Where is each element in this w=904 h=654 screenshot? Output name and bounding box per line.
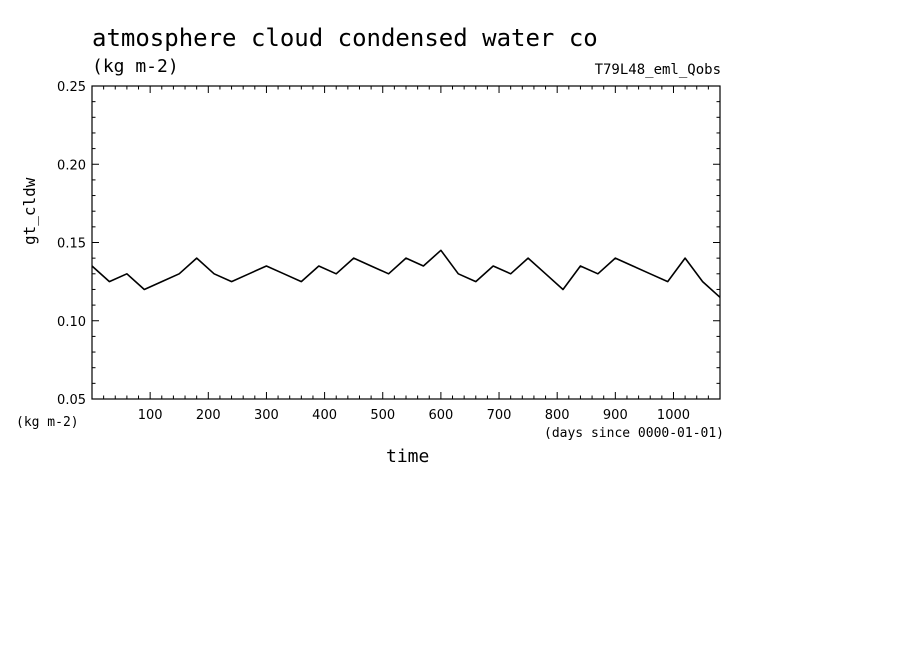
x-tick-label: 700 — [487, 408, 512, 423]
x-tick-label: 1000 — [657, 408, 690, 423]
x-axis-units: (days since 0000-01-01) — [544, 426, 725, 441]
y-tick-label: 0.10 — [57, 315, 86, 330]
run-label: T79L48_eml_Qobs — [594, 62, 721, 78]
y-tick-label: 0.25 — [57, 80, 86, 95]
y-axis-units: (kg m-2) — [16, 415, 79, 430]
x-tick-label: 100 — [138, 408, 163, 423]
series-group — [91, 249, 721, 298]
x-tick-label: 200 — [196, 408, 221, 423]
x-axis-label: time — [386, 446, 430, 467]
y-tick-label: 0.15 — [57, 237, 86, 252]
series-line-0 — [91, 249, 721, 298]
chart-units: (kg m-2) — [92, 56, 179, 77]
axis-ticks — [92, 85, 720, 400]
tick-labels: 100 200 300 400 500 600 700 800 900 1000 0.05 0.10 0… — [57, 80, 690, 423]
x-tick-label: 900 — [603, 408, 628, 423]
x-tick-label: 400 — [312, 408, 337, 423]
y-tick-label: 0.20 — [57, 158, 86, 173]
x-tick-label: 600 — [428, 408, 453, 423]
x-tick-label: 500 — [370, 408, 395, 423]
plot-frame — [91, 85, 721, 400]
y-tick-label: 0.05 — [57, 393, 86, 408]
chart-title: atmosphere cloud condensed water co — [92, 24, 598, 52]
x-tick-label: 300 — [254, 408, 279, 423]
x-tick-label: 800 — [545, 408, 570, 423]
